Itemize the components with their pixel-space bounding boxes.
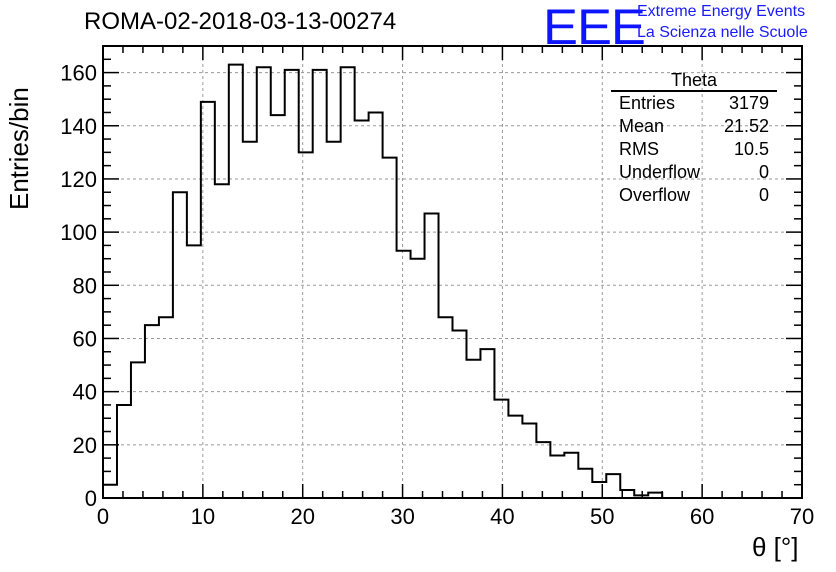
stats-label: Mean <box>619 116 665 136</box>
y-tick-label: 20 <box>73 433 97 458</box>
histogram-bin <box>131 362 145 498</box>
y-tick-label: 160 <box>60 61 97 86</box>
histogram-bin <box>480 349 494 498</box>
histogram-bin <box>369 112 383 498</box>
histogram-bin <box>173 192 187 498</box>
histogram-bin <box>648 493 662 498</box>
histogram-bin <box>327 142 341 498</box>
histogram-bin <box>229 65 243 498</box>
histogram-bin <box>439 317 453 498</box>
stats-box: Theta Entries 3179 Mean 21.52 RMS 10.5 U… <box>611 70 777 207</box>
y-tick-label: 100 <box>60 220 97 245</box>
histogram-bin <box>494 400 508 498</box>
logo-line-2: La Scienza nelle Scuole <box>637 24 808 41</box>
histogram-bin <box>271 115 285 498</box>
histogram-bin <box>425 214 439 498</box>
logo-line-1: Extreme Energy Events <box>637 3 806 20</box>
histogram-series <box>102 63 802 499</box>
stats-label: Entries <box>619 93 676 113</box>
x-tick-label: 60 <box>690 504 714 529</box>
histogram-bin <box>313 70 327 498</box>
histogram-bin <box>550 455 564 498</box>
x-tick-label: 0 <box>97 504 109 529</box>
stats-title: Theta <box>611 70 777 92</box>
histogram-bin <box>522 424 536 498</box>
x-tick-label: 20 <box>290 504 314 529</box>
histogram-bin <box>145 325 159 498</box>
stats-row-entries: Entries 3179 <box>611 92 777 115</box>
histogram-bin <box>215 184 229 498</box>
stats-row-underflow: Underflow 0 <box>611 161 777 184</box>
histogram-bin <box>634 495 648 498</box>
y-tick-label: 80 <box>73 273 97 298</box>
histogram-bin <box>257 67 271 498</box>
y-tick-label: 140 <box>60 114 97 139</box>
histogram-bin <box>103 485 117 498</box>
stats-value: 0 <box>758 162 769 182</box>
x-tick-label: 50 <box>590 504 614 529</box>
histogram-bin <box>159 317 173 498</box>
x-tick-label: 10 <box>191 504 215 529</box>
histogram-bin <box>299 152 313 498</box>
stats-value: 3179 <box>728 93 769 113</box>
histogram-bin <box>606 474 620 498</box>
histogram-bin <box>397 251 411 498</box>
stats-label: RMS <box>619 139 659 159</box>
stats-label: Underflow <box>619 162 701 182</box>
eee-logo: EEE <box>543 0 646 55</box>
histogram-bin <box>117 405 131 498</box>
y-tick-label: 0 <box>85 486 97 511</box>
stats-value: 0 <box>758 185 769 205</box>
histogram-bin <box>508 416 522 498</box>
stats-row-overflow: Overflow 0 <box>611 184 777 207</box>
histogram-bin <box>564 453 578 498</box>
stats-label: Overflow <box>619 185 691 205</box>
histogram-bin <box>578 469 592 498</box>
histogram-bin <box>592 482 606 498</box>
histogram-bin <box>411 259 425 498</box>
histogram-bin <box>285 70 299 498</box>
histogram-bin <box>453 330 467 498</box>
histogram-bin <box>201 102 215 498</box>
histogram-bin <box>466 360 480 498</box>
histogram-bin <box>355 120 369 498</box>
x-tick-label: 70 <box>790 504 814 529</box>
histogram-bin <box>536 442 550 498</box>
histogram-bin <box>341 67 355 498</box>
histogram-bin <box>383 158 397 498</box>
y-tick-label: 60 <box>73 326 97 351</box>
stats-row-rms: RMS 10.5 <box>611 138 777 161</box>
y-tick-label: 120 <box>60 167 97 192</box>
y-axis-label: Entries/bin <box>4 87 34 210</box>
histogram-bin <box>187 245 201 498</box>
x-tick-label: 30 <box>390 504 414 529</box>
histogram-bin <box>243 142 257 498</box>
x-tick-label: 40 <box>490 504 514 529</box>
x-axis-label: θ [°] <box>752 532 799 562</box>
y-tick-label: 40 <box>73 380 97 405</box>
stats-value: 10.5 <box>733 139 769 159</box>
stats-row-mean: Mean 21.52 <box>611 115 777 138</box>
chart-title: ROMA-02-2018-03-13-00274 <box>84 8 397 35</box>
stats-value: 21.52 <box>723 116 769 136</box>
histogram-bin <box>620 490 634 498</box>
